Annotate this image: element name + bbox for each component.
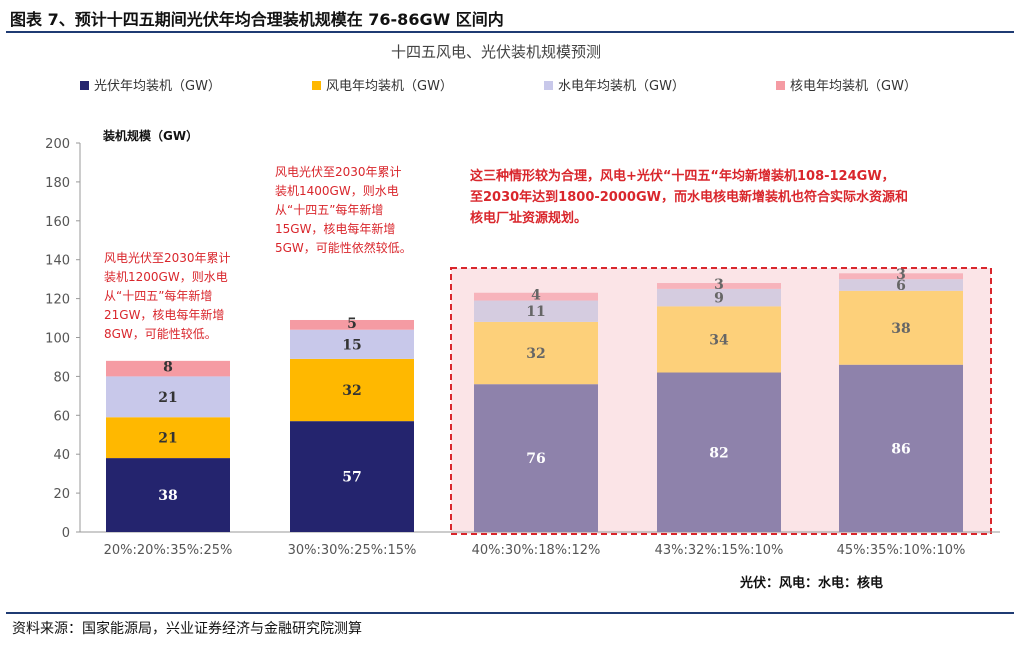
x-tick-label: 30%:30%:25%:15% xyxy=(288,543,417,558)
y-tick-label: 60 xyxy=(53,409,70,424)
bar-segment xyxy=(839,279,963,291)
annotation-line: 8GW，可能性较低。 xyxy=(104,326,217,341)
bar-value-label: 5 xyxy=(347,316,357,332)
bar-segment xyxy=(474,321,598,385)
annotation-line: 从“十四五”每年新增 xyxy=(275,202,383,217)
y-tick-label: 160 xyxy=(45,215,70,230)
bar-segment xyxy=(839,290,963,365)
annotation-line: 装机1400GW，则水电 xyxy=(275,184,399,198)
bar-segment xyxy=(839,364,963,532)
bar-value-label: 3 xyxy=(714,277,724,293)
bar-value-label: 21 xyxy=(158,390,177,406)
ratio-legend-label: 光伏：风电：水电：核电 xyxy=(739,575,883,591)
y-tick-label: 0 xyxy=(62,526,70,541)
bar-value-label: 15 xyxy=(342,337,361,353)
bar-segment xyxy=(657,306,781,373)
y-tick-label: 20 xyxy=(53,487,70,502)
bar-value-label: 34 xyxy=(709,332,729,348)
y-tick-label: 120 xyxy=(45,293,70,308)
annotation-line: 5GW，可能性依然较低。 xyxy=(275,240,412,255)
bar-segment xyxy=(657,283,781,289)
y-axis-label: 装机规模（GW） xyxy=(102,128,198,143)
bar-segment xyxy=(657,288,781,307)
annotation-line: 21GW，核电每年新增 xyxy=(104,307,224,322)
bar-segment xyxy=(290,421,414,532)
legend-label-1: 风电年均装机（GW） xyxy=(326,79,453,94)
bar-value-label: 6 xyxy=(896,278,906,294)
y-tick-label: 40 xyxy=(53,448,70,463)
x-tick-label: 45%:35%:10%:10% xyxy=(837,543,966,558)
bar-segment xyxy=(106,376,230,418)
y-tick-label: 180 xyxy=(45,176,70,191)
y-tick-label: 80 xyxy=(53,370,70,385)
legend-swatch-3 xyxy=(776,81,785,90)
chart-title: 十四五风电、光伏装机规模预测 xyxy=(391,43,601,61)
bar-value-label: 86 xyxy=(891,441,910,457)
x-tick-label: 40%:30%:18%:12% xyxy=(472,543,601,558)
bar-value-label: 4 xyxy=(531,288,541,304)
bar-segment xyxy=(290,358,414,422)
bar-value-label: 82 xyxy=(709,445,728,461)
bar-segment xyxy=(474,300,598,322)
bar-value-label: 38 xyxy=(158,488,177,504)
annotation-line: 这三种情形较为合理，风电+光伏“十四五“年均新增装机108-124GW， xyxy=(470,168,895,184)
bar-segment xyxy=(474,384,598,532)
bar-segment xyxy=(290,319,414,330)
bar-value-label: 21 xyxy=(158,431,177,447)
annotation-line: 核电厂址资源规划。 xyxy=(470,210,587,226)
legend-label-3: 核电年均装机（GW） xyxy=(790,79,917,94)
y-tick-label: 100 xyxy=(45,332,70,347)
legend-swatch-0 xyxy=(80,81,89,90)
bar-segment xyxy=(106,360,230,377)
bar-value-label: 32 xyxy=(342,383,361,399)
legend-label-2: 水电年均装机（GW） xyxy=(558,79,685,94)
bar-segment xyxy=(290,329,414,359)
bar-value-label: 38 xyxy=(891,321,910,337)
bar-segment xyxy=(839,273,963,280)
x-tick-labels: 20%:20%:35%:25% 30%:30%:25%:15% 40%:30%:18… xyxy=(104,543,966,558)
bar-segment xyxy=(474,292,598,301)
annotation-line: 从“十四五”每年新增 xyxy=(104,288,212,303)
x-tick-label: 43%:32%:15%:10% xyxy=(655,543,784,558)
annotation-line: 风电光伏至2030年累计 xyxy=(275,165,402,179)
annotation-reasonable-scenarios: 这三种情形较为合理，风电+光伏“十四五“年均新增装机108-124GW， 至203… xyxy=(470,168,908,226)
figure-title: 图表 7、预计十四五期间光伏年均合理装机规模在 76-86GW 区间内 xyxy=(10,10,504,29)
bar-value-label: 57 xyxy=(342,470,361,486)
y-tick-label: 140 xyxy=(45,254,70,269)
bar-value-label: 32 xyxy=(526,346,545,362)
top-rule xyxy=(6,31,1014,33)
bar-segment xyxy=(106,417,230,459)
bar-value-label: 9 xyxy=(714,291,724,307)
y-tick-label: 200 xyxy=(45,137,70,152)
annotation-line: 至2030年达到1800-2000GW，而水电核电新增装机也符合实际水资源和 xyxy=(470,189,908,205)
source-note: 资料来源：国家能源局，兴业证券经济与金融研究院测算 xyxy=(12,621,362,637)
annotation-line: 风电光伏至2030年累计 xyxy=(104,251,231,265)
bar-value-label: 76 xyxy=(526,451,545,467)
legend-swatch-2 xyxy=(544,81,553,90)
bar-value-label: 8 xyxy=(163,360,173,376)
bar-segment xyxy=(657,372,781,532)
bar-value-label: 11 xyxy=(526,304,545,320)
legend-swatch-1 xyxy=(312,81,321,90)
legend-label-0: 光伏年均装机（GW） xyxy=(94,79,221,94)
legend: 光伏年均装机（GW） 风电年均装机（GW） 水电年均装机（GW） 核电年均装机（GW） xyxy=(80,79,917,94)
bar-value-label: 3 xyxy=(896,267,906,283)
annotation-line: 15GW，核电每年新增 xyxy=(275,221,395,236)
bar-segment xyxy=(106,458,230,532)
annotation-line: 装机1200GW，则水电 xyxy=(104,270,228,284)
bottom-rule xyxy=(6,612,1014,614)
x-tick-label: 20%:20%:35%:25% xyxy=(104,543,233,558)
axes: 0 20 40 60 80 100 120 140 160 180 200 xyxy=(45,137,1000,541)
